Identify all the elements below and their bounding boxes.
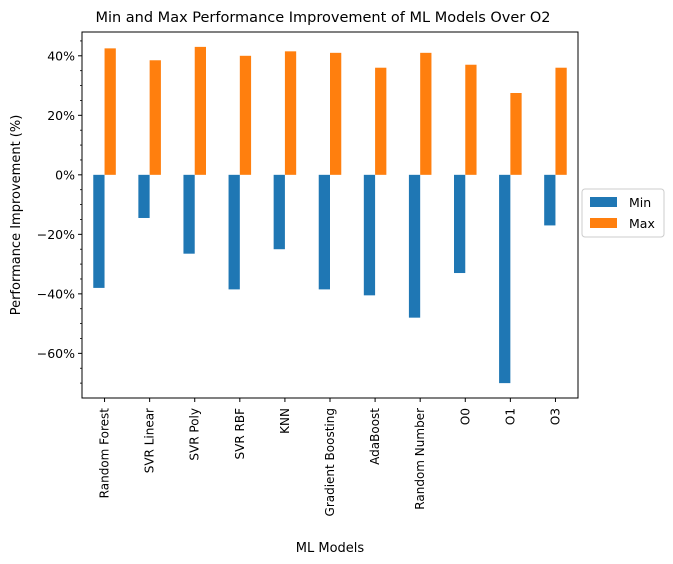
- bar-min-o0: [454, 174, 466, 274]
- x-tick-label: SVR RBF: [233, 408, 247, 460]
- bar-max-random-forest: [104, 48, 116, 175]
- plot-area: Random Forest SVR Linear SVR Poly SVR RBF KN…: [37, 40, 567, 516]
- bar-max-random-number: [420, 52, 432, 175]
- x-tick-label: SVR Poly: [188, 408, 202, 461]
- chart-title: Min and Max Performance Improvement of M…: [95, 10, 550, 26]
- bar-max-svr-poly: [194, 46, 206, 175]
- y-tick-label: −40%: [37, 286, 75, 301]
- plot-frame: [81, 31, 579, 399]
- bar-min-adaboost: [363, 174, 376, 296]
- legend-label-min: Min: [629, 195, 651, 210]
- x-tick-label: AdaBoost: [368, 408, 382, 465]
- y-tick-label: 20%: [47, 108, 75, 123]
- y-tick-label: −20%: [37, 227, 75, 242]
- x-tick-label: Random Forest: [98, 408, 112, 499]
- x-tick-label: KNN: [278, 408, 292, 434]
- bar-max-o1: [510, 93, 522, 175]
- x-tick-label: O0: [458, 408, 472, 425]
- bar-min-knn: [273, 174, 285, 250]
- bar-max-o3: [555, 67, 567, 175]
- bar-max-o0: [465, 64, 477, 175]
- y-tick-label: −60%: [37, 346, 75, 361]
- y-tick-label: 40%: [47, 48, 75, 63]
- bar-min-svr-linear: [138, 174, 150, 218]
- bar-min-random-forest: [93, 174, 105, 288]
- bar-min-gradient-boosting: [318, 174, 330, 290]
- bar-max-svr-linear: [149, 60, 161, 175]
- legend: Min Max: [581, 188, 665, 238]
- legend-swatch-min: [590, 197, 617, 207]
- bar-max-adaboost: [375, 67, 387, 175]
- bar-min-svr-rbf: [228, 174, 240, 290]
- x-tick-label: O1: [503, 408, 517, 425]
- x-tick-label: O3: [548, 408, 562, 425]
- x-axis-label: ML Models: [296, 541, 365, 556]
- legend-swatch-max: [590, 218, 617, 228]
- bar-min-o3: [544, 174, 556, 226]
- y-tick-label: 0%: [55, 167, 75, 182]
- x-tick-label: SVR Linear: [143, 408, 157, 473]
- bar-min-random-number: [408, 174, 421, 318]
- bar-max-svr-rbf: [239, 55, 252, 175]
- bar-max-gradient-boosting: [330, 52, 342, 175]
- x-tick-label: Gradient Boosting: [323, 408, 337, 516]
- bar-min-o1: [499, 174, 511, 384]
- y-axis-label: Performance Improvement (%): [9, 115, 24, 316]
- bar-min-svr-poly: [183, 174, 195, 254]
- legend-label-max: Max: [629, 216, 655, 231]
- x-tick-label: Random Number: [413, 408, 427, 510]
- bar-max-knn: [284, 51, 297, 175]
